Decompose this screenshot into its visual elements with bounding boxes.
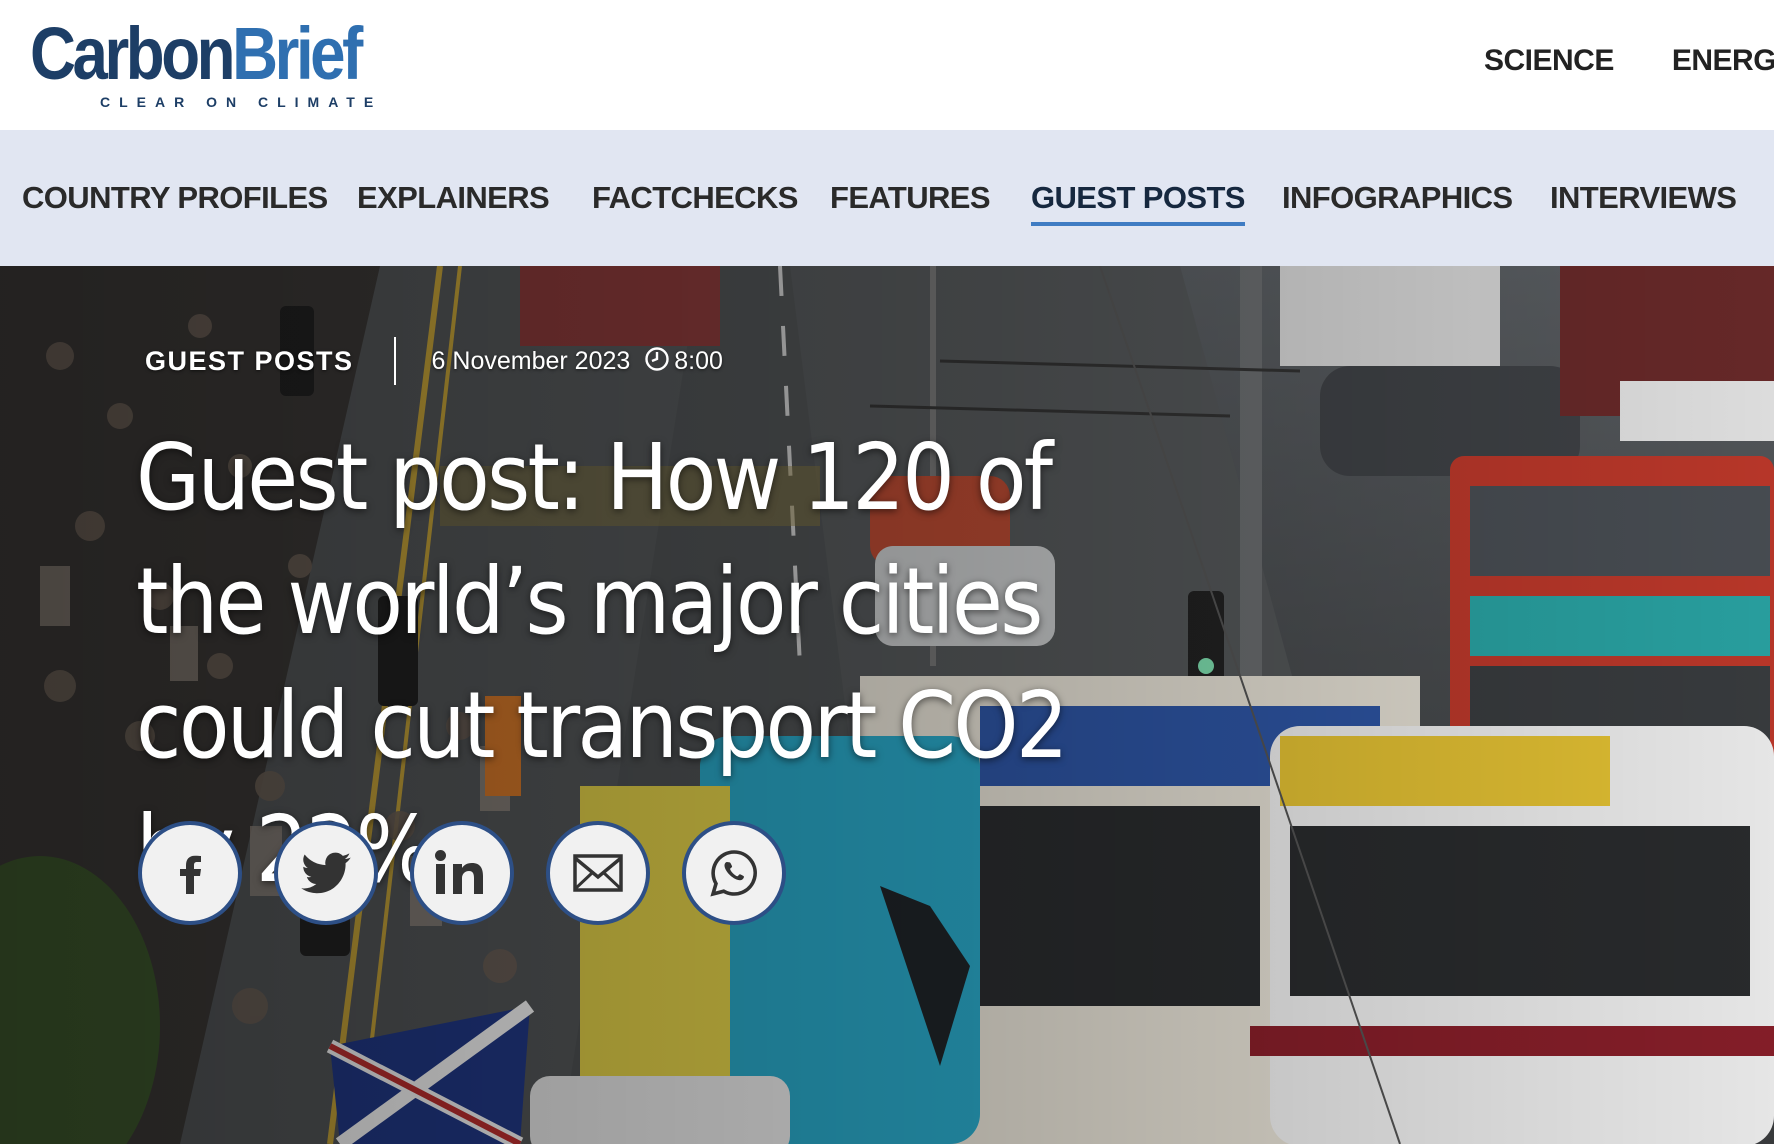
share-facebook-button[interactable] bbox=[138, 821, 242, 925]
article-hero: GUEST POSTS 6 November 2023 8:00 Guest p… bbox=[0, 266, 1774, 1144]
share-buttons bbox=[138, 821, 786, 925]
share-linkedin-button[interactable] bbox=[410, 821, 514, 925]
share-twitter-button[interactable] bbox=[274, 821, 378, 925]
article-time: 8:00 bbox=[674, 346, 723, 375]
share-email-button[interactable] bbox=[546, 821, 650, 925]
top-nav: SCIENCE ENERGY bbox=[1484, 44, 1774, 78]
twitter-icon bbox=[299, 846, 353, 900]
article-category[interactable]: GUEST POSTS bbox=[145, 345, 354, 376]
whatsapp-icon bbox=[709, 848, 759, 898]
meta-divider bbox=[393, 337, 396, 385]
hero-photo bbox=[0, 266, 1774, 1144]
facebook-icon bbox=[165, 848, 215, 898]
site-header: CarbonBrief CLEAR ON CLIMATE SCIENCE ENE… bbox=[0, 0, 1774, 130]
nav-country-profiles[interactable]: COUNTRY PROFILES bbox=[22, 180, 328, 215]
linkedin-icon bbox=[433, 848, 491, 898]
nav-guest-posts[interactable]: GUEST POSTS bbox=[1031, 180, 1245, 226]
top-nav-energy[interactable]: ENERGY bbox=[1671, 44, 1774, 77]
carbonbrief-logo[interactable]: CarbonBrief CLEAR ON CLIMATE bbox=[30, 12, 373, 116]
nav-features[interactable]: FEATURES bbox=[830, 180, 991, 215]
article-title: Guest post: How 120 of the world’s major… bbox=[136, 424, 1069, 903]
nav-infographics[interactable]: INFOGRAPHICS bbox=[1282, 180, 1513, 215]
top-nav-science[interactable]: SCIENCE bbox=[1484, 44, 1614, 77]
section-nav: COUNTRY PROFILES EXPLAINERS FACTCHECKS F… bbox=[0, 130, 1774, 266]
logo-wordmark: CarbonBrief bbox=[30, 12, 363, 95]
nav-factchecks[interactable]: FACTCHECKS bbox=[592, 180, 798, 215]
email-icon bbox=[572, 853, 624, 893]
nav-explainers[interactable]: EXPLAINERS bbox=[357, 180, 550, 215]
hero-overlay bbox=[0, 266, 1774, 1144]
clock-icon bbox=[644, 346, 670, 377]
share-whatsapp-button[interactable] bbox=[682, 821, 786, 925]
article-date: 6 November 2023 bbox=[431, 346, 631, 375]
logo-tagline: CLEAR ON CLIMATE bbox=[100, 94, 383, 110]
article-meta: GUEST POSTS 6 November 2023 8:00 bbox=[145, 336, 723, 386]
nav-interviews[interactable]: INTERVIEWS bbox=[1550, 180, 1737, 215]
